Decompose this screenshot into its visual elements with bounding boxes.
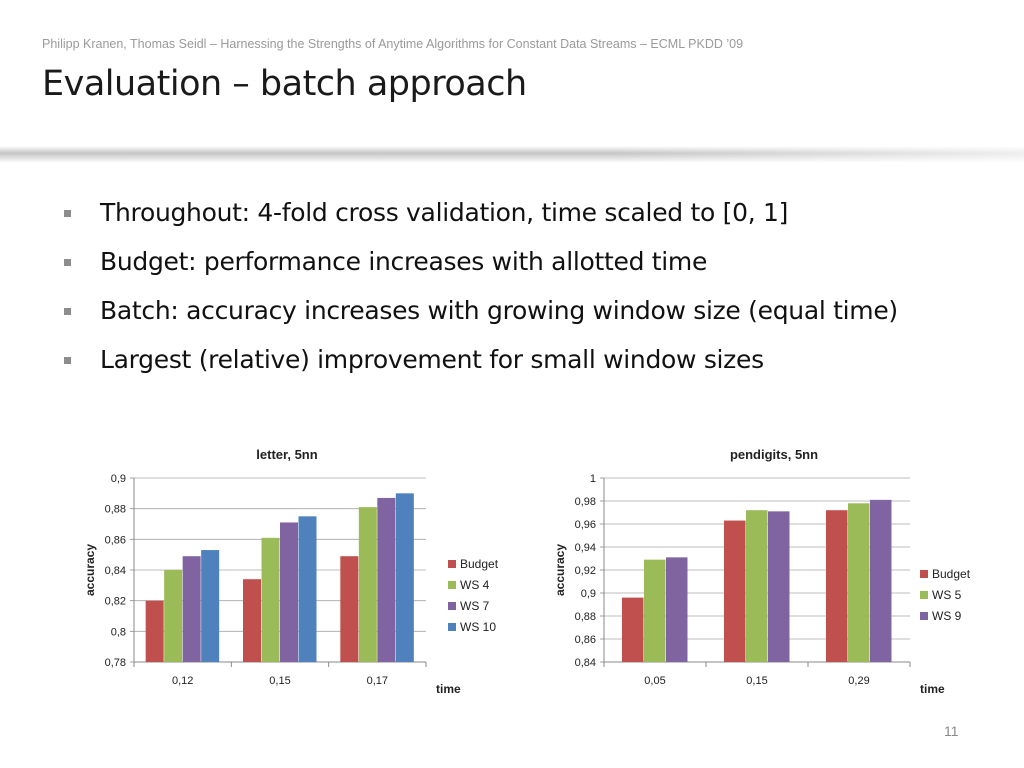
bullet-list: Throughout: 4-fold cross validation, tim…	[62, 198, 898, 394]
bullet-item: Budget: performance increases with allot…	[62, 247, 898, 296]
y-tick-label: 0,86	[105, 534, 126, 546]
legend-swatch	[920, 591, 928, 599]
x-tick-label: 0,15	[269, 675, 290, 687]
bullet-text: Budget: performance increases with allot…	[100, 247, 708, 276]
chart-title: letter, 5nn	[256, 447, 317, 462]
bar-ws-5	[746, 510, 768, 662]
x-tick-label: 0,05	[644, 675, 665, 687]
bar-ws-9	[768, 511, 790, 662]
bar-budget	[826, 510, 848, 662]
legend-swatch	[448, 602, 456, 610]
bullet-text: Batch: accuracy increases with growing w…	[100, 296, 898, 325]
y-tick-label: 1	[590, 473, 596, 485]
bar-ws-4	[358, 507, 377, 662]
y-tick-label: 0,8	[111, 626, 126, 638]
bullet-text: Largest (relative) improvement for small…	[100, 345, 764, 374]
bar-ws-7	[182, 556, 201, 662]
bar-ws-7	[280, 522, 298, 662]
legend-swatch	[920, 570, 928, 578]
bar-budget	[724, 520, 746, 662]
slide-title: Evaluation – batch approach	[42, 64, 527, 104]
chart-letter-5nn: letter, 5nn 0,78 0,8 0,82 0,84 0,86 0,88 0,9 0,1…	[70, 440, 510, 709]
bullet-square-icon	[64, 210, 71, 217]
bar-ws-4	[164, 570, 183, 662]
title-divider-fade	[0, 146, 1024, 162]
x-tick-label: 0,12	[172, 675, 193, 687]
bar-ws-10	[395, 493, 414, 662]
y-tick-label: 0,78	[105, 657, 126, 669]
bar-ws-5	[644, 559, 666, 662]
bar-budget	[145, 600, 164, 662]
bar-ws-9	[666, 557, 688, 662]
x-tick-label: 0,17	[367, 675, 388, 687]
legend-label: Budget	[932, 567, 971, 581]
x-tick-label: 0,29	[848, 675, 869, 687]
chart-letter-5nn-svg: letter, 5nn 0,78 0,8 0,82 0,84 0,86 0,88 0,9 0,1…	[83, 447, 499, 696]
legend-swatch	[448, 560, 456, 568]
bar-budget	[622, 597, 644, 662]
bar-ws-5	[848, 503, 870, 662]
y-axis-label: accuracy	[83, 544, 97, 596]
legend-label: WS 9	[932, 609, 962, 623]
y-tick-label: 0,84	[575, 657, 596, 669]
y-tick-label: 0,92	[575, 565, 596, 577]
bullet-item: Largest (relative) improvement for small…	[62, 345, 898, 394]
chart-title: pendigits, 5nn	[730, 447, 818, 462]
y-tick-label: 0,9	[581, 588, 596, 600]
bar-ws-7	[377, 497, 396, 662]
legend-label: WS 4	[460, 578, 490, 592]
legend-swatch	[448, 623, 456, 631]
bar-ws-9	[870, 499, 892, 662]
bar-budget	[340, 556, 359, 662]
bullet-text: Throughout: 4-fold cross validation, tim…	[100, 198, 789, 227]
bar-budget	[243, 579, 261, 662]
bullet-square-icon	[64, 308, 71, 315]
slide-header: Philipp Kranen, Thomas Seidl – Harnessin…	[42, 37, 744, 51]
y-tick-label: 0,84	[105, 565, 126, 577]
bar-ws-10	[298, 516, 317, 662]
bar-ws-10	[201, 550, 220, 662]
y-tick-label: 0,9	[111, 473, 126, 485]
bullet-square-icon	[64, 357, 71, 364]
y-tick-label: 0,88	[105, 504, 126, 516]
chart-pendigits-5nn-svg: pendigits, 5nn 0,84 0,86 0,88 0,9 0,92 0,94 0,9…	[553, 447, 971, 696]
legend-label: WS 5	[932, 588, 962, 602]
legend-label: WS 10	[460, 620, 496, 634]
x-tick-label: 0,15	[746, 675, 767, 687]
bullet-square-icon	[64, 259, 71, 266]
x-axis-label: time	[920, 682, 945, 696]
legend-swatch	[448, 581, 456, 589]
y-tick-label: 0,96	[575, 519, 596, 531]
legend-swatch	[920, 612, 928, 620]
chart-pendigits-5nn: pendigits, 5nn 0,84 0,86 0,88 0,9 0,92 0,94 0,9…	[540, 440, 980, 709]
y-tick-label: 0,88	[575, 611, 596, 623]
page-number: 11	[944, 723, 959, 739]
legend-label: Budget	[460, 557, 499, 571]
bullet-item: Batch: accuracy increases with growing w…	[62, 296, 898, 345]
legend-label: WS 7	[460, 599, 490, 613]
bullet-item: Throughout: 4-fold cross validation, tim…	[62, 198, 898, 247]
y-tick-label: 0,98	[575, 496, 596, 508]
y-tick-label: 0,94	[575, 542, 596, 554]
bar-ws-4	[261, 537, 280, 662]
y-axis-label: accuracy	[553, 544, 567, 596]
x-axis-label: time	[436, 682, 461, 696]
y-tick-label: 0,86	[575, 634, 596, 646]
y-tick-label: 0,82	[105, 596, 126, 608]
